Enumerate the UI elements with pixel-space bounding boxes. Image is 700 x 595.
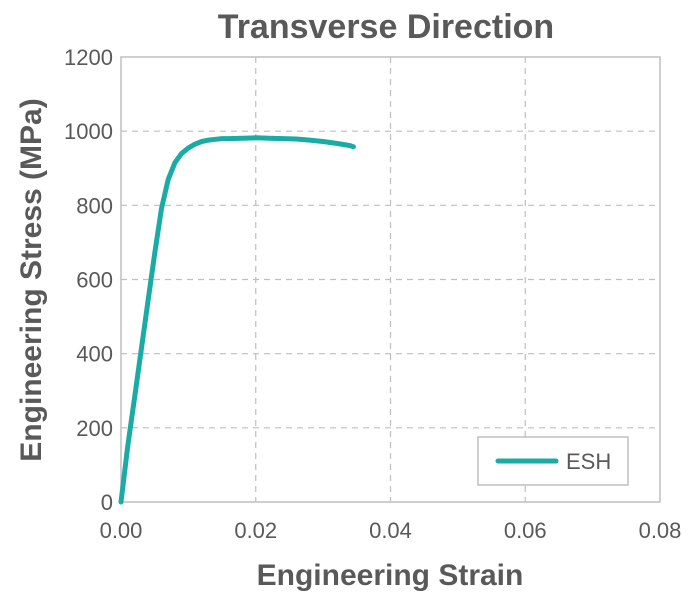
- x-axis-title: Engineering Strain: [257, 559, 524, 592]
- y-axis: 0 200 400 600 800 1000 1200: [64, 45, 113, 515]
- legend-label-esh: ESH: [566, 449, 611, 474]
- y-tick-label: 0: [101, 490, 113, 515]
- y-tick-label: 1000: [64, 119, 113, 144]
- grid: [121, 57, 660, 502]
- y-tick-label: 600: [76, 268, 113, 293]
- x-tick-label: 0.00: [100, 518, 143, 543]
- x-tick-label: 0.08: [639, 518, 682, 543]
- x-axis: 0.00 0.02 0.04 0.06 0.08: [100, 518, 682, 543]
- y-tick-label: 400: [76, 342, 113, 367]
- y-tick-label: 800: [76, 193, 113, 218]
- x-tick-label: 0.04: [369, 518, 412, 543]
- legend: ESH: [477, 436, 629, 486]
- y-axis-title: Engineering Stress (MPa): [15, 98, 48, 461]
- x-tick-label: 0.06: [504, 518, 547, 543]
- y-tick-label: 1200: [64, 45, 113, 70]
- x-tick-label: 0.02: [234, 518, 277, 543]
- series-line-esh: [118, 135, 356, 505]
- y-tick-label: 200: [76, 416, 113, 441]
- plot-area: [120, 56, 661, 503]
- chart-title: Transverse Direction: [218, 8, 554, 46]
